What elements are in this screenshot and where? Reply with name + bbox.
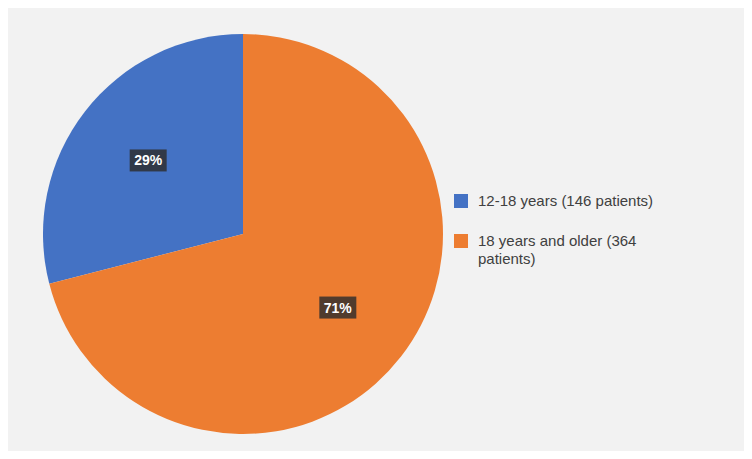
svg-text:71%: 71%	[324, 300, 353, 316]
html-text:18 years and older (364 patien: 18 years and older (364 patients)	[478, 231, 637, 267]
html-text:12-18 years (146 patients): 12-18 years (146 patients)	[478, 191, 654, 209]
svg-text:29%: 29%	[134, 152, 163, 168]
